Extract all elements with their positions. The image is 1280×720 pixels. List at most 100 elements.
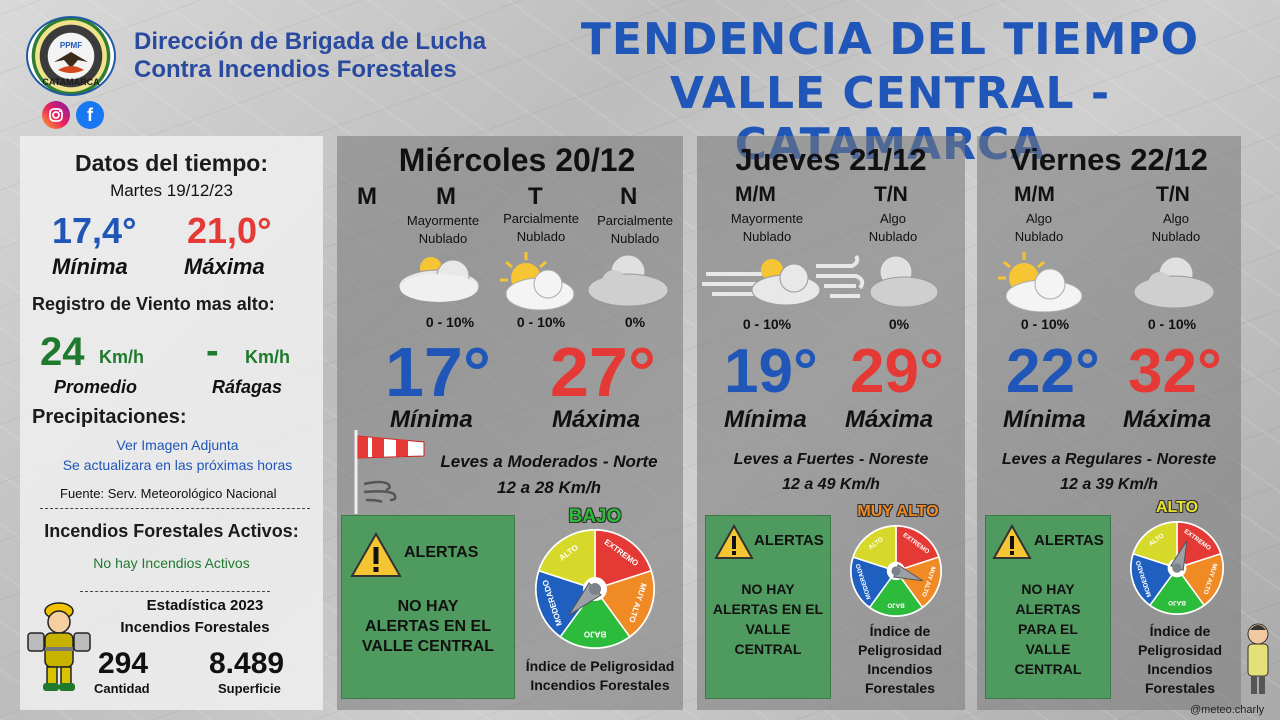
divider — [40, 508, 310, 509]
forecast-max-label: Máxima — [552, 406, 641, 433]
wind-forecast-line2: 12 a 28 Km/h — [497, 478, 601, 497]
gauge-segment-label: BAJO — [1168, 599, 1186, 606]
sky-condition: Algo Nublado — [994, 210, 1084, 246]
data-source: Fuente: Serv. Meteorológico Nacional — [60, 486, 277, 501]
wind-record-heading: Registro de Viento mas alto: — [32, 294, 275, 314]
period-label: M — [436, 183, 456, 210]
stats-subheading: Incendios Forestales — [120, 619, 270, 636]
caption-line: Forestales — [1144, 680, 1216, 696]
facebook-icon[interactable]: f — [76, 101, 104, 129]
alert-line: PARA EL — [1018, 621, 1078, 637]
caption-line: Forestales — [864, 680, 936, 696]
caption-line: Peligrosidad — [1137, 642, 1223, 658]
logo-text: CATAMARCA — [42, 77, 100, 87]
period-label: T/N — [1156, 183, 1190, 206]
warning-icon — [714, 524, 754, 559]
forecast-min-label: Mínima — [1003, 406, 1086, 433]
period-label: M/M — [1014, 183, 1055, 206]
fires-area-label: Superficie — [218, 681, 281, 696]
windy-cloudy-sun-icon — [702, 259, 821, 306]
sky-line: Algo — [1162, 211, 1190, 226]
gauge-segment-extremo — [895, 525, 940, 573]
active-fires-heading: Incendios Forestales Activos: — [44, 521, 299, 541]
gauge-segment-muy-alto — [593, 569, 655, 638]
day-title: Miércoles 20/12 — [398, 142, 636, 178]
gauge-needle-pivot — [891, 566, 901, 576]
danger-level-label: MUY ALTO — [857, 503, 939, 520]
precip-chance: 0 - 10% — [1147, 316, 1197, 332]
gauge-segment-moderado — [535, 569, 597, 638]
alert-line: NO HAY — [397, 598, 459, 615]
logo-badge: PPMF — [60, 41, 82, 50]
precip-chance: 0% — [624, 314, 646, 330]
day-title: Viernes 22/12 — [1010, 142, 1208, 177]
sky-condition: Algo Nublado — [1131, 210, 1221, 246]
alert-message: NO HAY ALERTAS PARA EL VALLE CENTRAL — [985, 579, 1111, 679]
alert-line: NO HAY — [1021, 581, 1075, 597]
sky-line: Nublado — [610, 231, 660, 246]
caption-line: Peligrosidad — [857, 642, 943, 658]
alert-line: ALERTAS EN EL — [365, 618, 491, 635]
partly-cloudy-sun-icon — [500, 252, 575, 311]
precip-chance: 0 - 10% — [1020, 316, 1070, 332]
sky-line: Parcialmente — [597, 213, 673, 228]
sky-condition: Algo Nublado — [848, 210, 938, 246]
caption-line: Incendios Forestales — [530, 677, 670, 693]
stats-heading: Estadística 2023 — [146, 597, 264, 614]
partly-cloudy-sun-icon — [998, 252, 1083, 313]
precip-heading: Precipitaciones: — [32, 406, 187, 428]
gauge-segment-extremo — [594, 529, 653, 591]
day-title: Jueves 21/12 — [735, 142, 927, 177]
fires-count-label: Cantidad — [94, 681, 150, 696]
wind-forecast-line1: Leves a Fuertes - Noreste — [733, 451, 929, 468]
forecast-min-value: 22° — [1006, 337, 1100, 406]
alert-line: VALLE CENTRAL — [361, 638, 495, 655]
period-label: T — [528, 183, 543, 210]
sky-line: Mayormente — [406, 213, 480, 228]
precip-image-link[interactable]: Ver Imagen Adjunta — [116, 437, 239, 453]
sky-line: Nublado — [418, 231, 468, 246]
alert-line: CENTRAL — [1014, 661, 1082, 677]
mostly-cloudy-sun-icon — [398, 257, 480, 303]
wind-forecast-line1: Leves a Moderados - Norte — [440, 452, 658, 471]
forecast-max-value: 27° — [550, 333, 656, 411]
current-date: Martes 19/12/23 — [110, 181, 233, 200]
meteorologist-cartoon — [1247, 623, 1269, 694]
sky-line: Nublado — [1014, 229, 1064, 244]
partly-cloudy-night-icon — [1133, 256, 1215, 309]
sky-line: Algo — [879, 211, 907, 226]
warning-icon — [350, 532, 402, 577]
caption-line: Incendios — [1147, 661, 1213, 677]
brigade-logo: CATAMARCA PPMF — [26, 16, 116, 96]
gauge-segment-alto — [852, 525, 897, 573]
weather-data-heading: Datos del tiempo: — [75, 150, 268, 176]
gauge-segment-moderado — [850, 556, 898, 609]
alert-line: CENTRAL — [734, 641, 802, 657]
alert-message: NO HAY ALERTAS EN EL VALLE CENTRAL — [705, 579, 831, 659]
author-credit: @meteo.charly — [1190, 704, 1265, 716]
alert-line: NO HAY — [741, 581, 795, 597]
sky-line: Nublado — [1151, 229, 1201, 244]
wind-gust-value: - — [206, 330, 219, 372]
precip-chance: 0% — [888, 316, 910, 332]
forecast-min-value: 19° — [724, 337, 818, 406]
sky-line: Nublado — [868, 229, 918, 244]
precip-update-note: Se actualizara en las próximas horas — [62, 457, 293, 473]
period-label: M — [357, 183, 377, 210]
current-max-value: 21,0° — [187, 210, 272, 251]
alert-line: VALLE — [1025, 641, 1071, 657]
gauge-segment-alto — [537, 529, 596, 591]
forecast-max-value: 29° — [850, 337, 944, 406]
instagram-icon[interactable] — [42, 101, 70, 129]
gauge-segment-bajo — [1148, 566, 1206, 615]
gauge-segment-extremo — [1176, 521, 1222, 570]
forecast-min-label: Mínima — [724, 406, 807, 433]
forecast-max-label: Máxima — [845, 406, 934, 433]
sky-condition: Parcialmente Nublado — [590, 212, 680, 248]
alert-box — [705, 515, 831, 699]
alert-line: ALERTAS EN EL — [712, 601, 824, 617]
caption-line: Incendios — [867, 661, 933, 677]
alert-title: ALERTAS — [1034, 532, 1104, 549]
